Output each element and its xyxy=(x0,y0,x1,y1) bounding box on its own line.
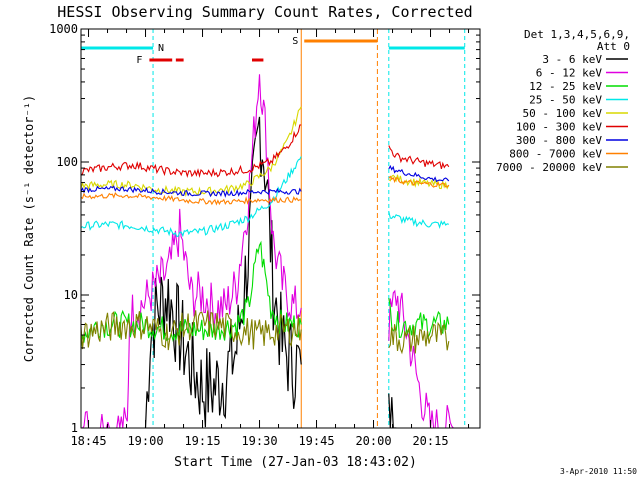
y-tick-label: 1 xyxy=(71,421,78,435)
x-tick-label: 19:00 xyxy=(127,434,163,448)
y-tick-label: 100 xyxy=(56,155,78,169)
x-tick-label: 19:30 xyxy=(241,434,277,448)
series-line xyxy=(81,106,302,198)
series-line xyxy=(388,321,450,355)
series-line xyxy=(81,192,302,206)
plot-data xyxy=(81,29,466,428)
series-line xyxy=(81,74,302,428)
series-line xyxy=(81,310,302,351)
series-line xyxy=(388,164,450,183)
y-axis-label: Corrected Count Rate (s⁻¹ detector⁻¹) xyxy=(22,95,36,362)
x-tick-label: 19:15 xyxy=(184,434,220,448)
series-line xyxy=(388,145,450,170)
series-line xyxy=(388,175,450,188)
flare-flag-label: F xyxy=(136,55,142,66)
timestamp-label: 3-Apr-2010 11:50 xyxy=(560,467,637,476)
y-tick-label: 10 xyxy=(64,288,78,302)
night-flag-label: N xyxy=(158,43,164,54)
legend-header: Det 1,3,4,5,6,9, xyxy=(524,28,630,41)
series-line xyxy=(388,211,449,230)
series-line xyxy=(388,298,450,340)
plot-frame xyxy=(80,28,481,429)
series-line xyxy=(81,156,302,238)
legend-item-label: 12 - 25 keV xyxy=(529,80,602,93)
x-axis-label: Start Time (27-Jan-03 18:43:02) xyxy=(174,455,417,470)
legend-item-label: 100 - 300 keV xyxy=(516,121,602,134)
series-line xyxy=(81,185,302,198)
x-tick-label: 18:45 xyxy=(70,434,106,448)
x-tick-label: 20:15 xyxy=(412,434,448,448)
y-tick-label: 1000 xyxy=(49,22,78,36)
series-line xyxy=(388,393,397,428)
legend-item-label: 25 - 50 keV xyxy=(529,94,602,107)
legend-item-label: 50 - 100 keV xyxy=(523,107,603,120)
legend-item-label: 3 - 6 keV xyxy=(542,53,602,66)
legend-header: Att 0 xyxy=(597,40,630,53)
x-tick-label: 20:00 xyxy=(355,434,391,448)
x-tick-label: 19:45 xyxy=(298,434,334,448)
legend-item-label: 800 - 7000 keV xyxy=(509,148,602,161)
legend-item-label: 300 - 800 keV xyxy=(516,134,602,147)
legend-item-label: 6 - 12 keV xyxy=(536,67,603,80)
chart-title: HESSI Observing Summary Count Rates, Cor… xyxy=(57,3,472,21)
legend-item-label: 7000 - 20000 keV xyxy=(496,161,602,174)
saa-flag-label: S xyxy=(292,36,298,47)
series-line xyxy=(388,289,454,428)
series-line xyxy=(81,124,302,179)
series-line xyxy=(144,116,302,428)
